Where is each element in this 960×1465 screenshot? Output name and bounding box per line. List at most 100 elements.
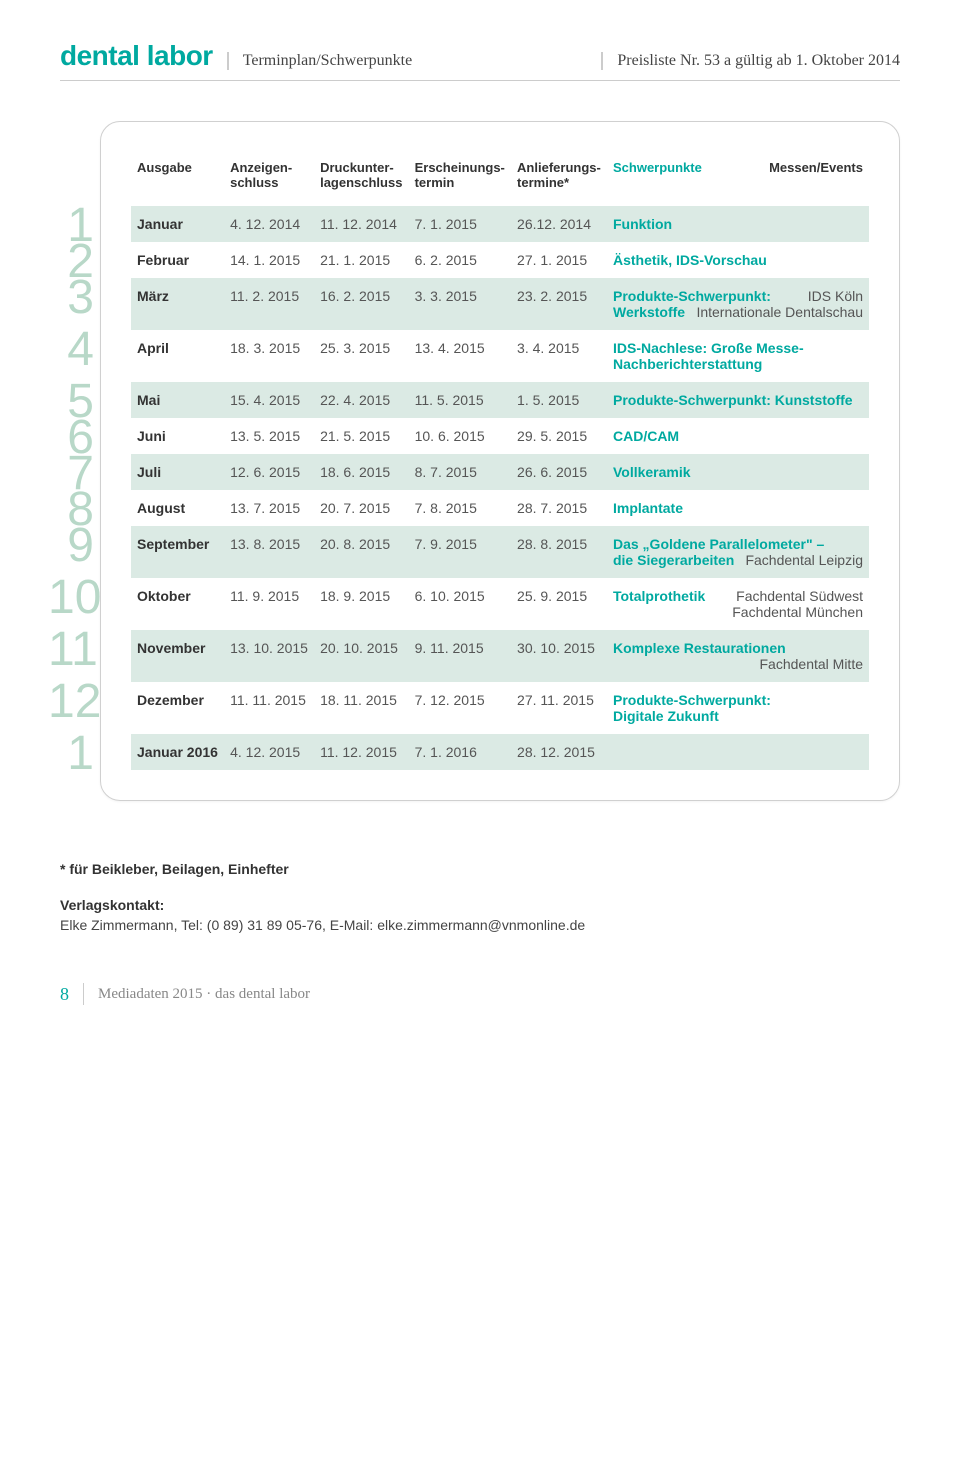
contact-title: Verlagskontakt: [60,897,900,913]
pricelist-info: Preisliste Nr. 53 a gültig ab 1. Oktober… [601,52,900,70]
date-druck: 21. 1. 2015 [314,242,409,278]
table-row: Dezember11. 11. 201518. 11. 20157. 12. 2… [131,682,869,734]
date-erschein: 7. 1. 2016 [409,734,511,770]
focus-cell: Produkte-Schwerpunkt: Kunststoffe [607,382,869,418]
divider [60,80,900,81]
month-cell: Februar [131,242,224,278]
month-cell: Januar [131,206,224,242]
date-anzeigen: 14. 1. 2015 [224,242,314,278]
date-erschein: 10. 6. 2015 [409,418,511,454]
col-ausgabe: Ausgabe [131,152,224,206]
table-row: Januar 20164. 12. 201511. 12. 20157. 1. … [131,734,869,770]
date-druck: 11. 12. 2015 [314,734,409,770]
col-anlieferung: Anlieferungs-termine* [511,152,607,206]
schedule-card: Ausgabe Anzeigen-schluss Druckunter-lage… [100,121,900,801]
date-anzeigen: 11. 9. 2015 [224,578,314,630]
date-anliefer: 25. 9. 2015 [511,578,607,630]
date-druck: 21. 5. 2015 [314,418,409,454]
date-druck: 25. 3. 2015 [314,330,409,382]
date-druck: 22. 4. 2015 [314,382,409,418]
date-anzeigen: 4. 12. 2015 [224,734,314,770]
row-number: 9 [48,522,94,570]
col-schwerpunkte: Schwerpunkte [607,152,735,206]
month-cell: August [131,490,224,526]
month-cell: Oktober [131,578,224,630]
table-row: November13. 10. 201520. 10. 20159. 11. 2… [131,630,869,682]
date-anliefer: 1. 5. 2015 [511,382,607,418]
month-cell: September [131,526,224,578]
table-row: Mai15. 4. 201522. 4. 201511. 5. 20151. 5… [131,382,869,418]
table-row: April18. 3. 201525. 3. 201513. 4. 20153.… [131,330,869,382]
row-number: 12 [48,678,94,726]
date-anzeigen: 18. 3. 2015 [224,330,314,382]
table-row: Januar4. 12. 201411. 12. 20147. 1. 20152… [131,206,869,242]
date-anliefer: 29. 5. 2015 [511,418,607,454]
date-anliefer: 26. 6. 2015 [511,454,607,490]
col-events: Messen/Events [735,152,869,206]
date-anliefer: 3. 4. 2015 [511,330,607,382]
row-number: 11 [48,626,94,674]
date-druck: 20. 8. 2015 [314,526,409,578]
date-anzeigen: 12. 6. 2015 [224,454,314,490]
table-row: Februar14. 1. 201521. 1. 20156. 2. 20152… [131,242,869,278]
focus-cell: Implantate [607,490,869,526]
month-cell: März [131,278,224,330]
date-anliefer: 30. 10. 2015 [511,630,607,682]
date-druck: 20. 7. 2015 [314,490,409,526]
table-row: August13. 7. 201520. 7. 20157. 8. 201528… [131,490,869,526]
date-erschein: 9. 11. 2015 [409,630,511,682]
focus-cell: Vollkeramik [607,454,869,490]
date-erschein: 13. 4. 2015 [409,330,511,382]
month-cell: November [131,630,224,682]
footer-text: Mediadaten 2015 · das dental labor [98,986,310,1003]
month-cell: Dezember [131,682,224,734]
date-anzeigen: 11. 2. 2015 [224,278,314,330]
month-cell: Juli [131,454,224,490]
date-erschein: 11. 5. 2015 [409,382,511,418]
table-row: September13. 8. 201520. 8. 20157. 9. 201… [131,526,869,578]
col-druckunterlagen: Druckunter-lagenschluss [314,152,409,206]
focus-cell: IDS-Nachlese: Große Messe-Nachberichters… [607,330,869,382]
date-erschein: 7. 12. 2015 [409,682,511,734]
focus-cell: Komplexe RestaurationenFachdental Mitte [607,630,869,682]
section-title: Terminplan/Schwerpunkte [227,52,413,70]
date-anzeigen: 4. 12. 2014 [224,206,314,242]
date-druck: 18. 9. 2015 [314,578,409,630]
date-druck: 11. 12. 2014 [314,206,409,242]
date-druck: 20. 10. 2015 [314,630,409,682]
table-row: Juni13. 5. 201521. 5. 201510. 6. 201529.… [131,418,869,454]
date-anzeigen: 11. 11. 2015 [224,682,314,734]
row-number: 10 [48,574,94,622]
date-erschein: 3. 3. 2015 [409,278,511,330]
row-number: 3 [48,274,94,322]
col-erscheinung: Erscheinungs-termin [409,152,511,206]
month-cell: Juni [131,418,224,454]
footer-divider [83,983,84,1005]
date-erschein: 6. 10. 2015 [409,578,511,630]
date-anzeigen: 13. 10. 2015 [224,630,314,682]
contact-line: Elke Zimmermann, Tel: (0 89) 31 89 05-76… [60,917,900,933]
month-cell: April [131,330,224,382]
date-anliefer: 26.12. 2014 [511,206,607,242]
schedule-table: Ausgabe Anzeigen-schluss Druckunter-lage… [131,152,869,770]
focus-cell: TotalprothetikFachdental SüdwestFachdent… [607,578,869,630]
date-druck: 16. 2. 2015 [314,278,409,330]
focus-cell: Funktion [607,206,869,242]
date-erschein: 7. 1. 2015 [409,206,511,242]
focus-cell: Produkte-Schwerpunkt:IDS KölnWerkstoffeI… [607,278,869,330]
focus-cell: Das „Goldene Parallelometer" –die Sieger… [607,526,869,578]
row-number: 1 [48,730,94,778]
date-anliefer: 27. 1. 2015 [511,242,607,278]
date-erschein: 8. 7. 2015 [409,454,511,490]
date-anzeigen: 13. 7. 2015 [224,490,314,526]
date-druck: 18. 11. 2015 [314,682,409,734]
focus-cell [607,734,869,770]
date-anliefer: 28. 7. 2015 [511,490,607,526]
date-anzeigen: 15. 4. 2015 [224,382,314,418]
focus-cell: Ästhetik, IDS-Vorschau [607,242,869,278]
page-footer: 8 Mediadaten 2015 · das dental labor [60,983,900,1005]
date-anliefer: 28. 8. 2015 [511,526,607,578]
date-anliefer: 23. 2. 2015 [511,278,607,330]
date-erschein: 7. 8. 2015 [409,490,511,526]
date-erschein: 6. 2. 2015 [409,242,511,278]
